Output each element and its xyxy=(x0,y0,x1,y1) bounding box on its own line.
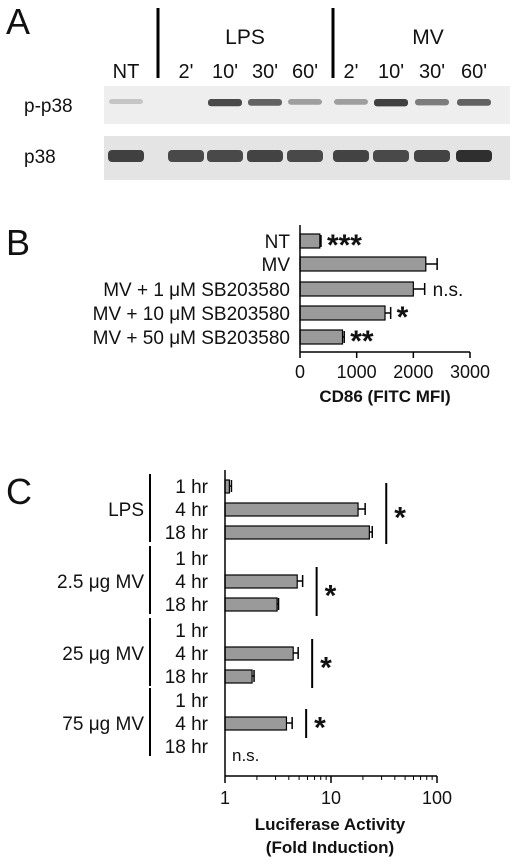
c-tick-label-2: 100 xyxy=(422,788,452,808)
p-p38-band-7 xyxy=(415,99,449,106)
c-significance-3: * xyxy=(314,712,326,745)
b-category-label-1: MV xyxy=(262,255,291,276)
western-blot-panel: LPS MV p-p38 p38 NT 2' 10' 30' 60' 2' 10' 30' 60… xyxy=(24,8,510,180)
lane-label-0: NT xyxy=(113,61,140,83)
b-tick-label-2: 2000 xyxy=(393,362,433,382)
group-label-lps: LPS xyxy=(225,26,265,49)
b-category-label-3: MV + 10 μM SB203580 xyxy=(93,304,290,325)
p-p38-band-6 xyxy=(374,99,408,107)
p38-band-5 xyxy=(333,150,369,162)
b-significance-3: * xyxy=(397,301,409,334)
lane-label-1: 2' xyxy=(179,61,194,83)
c-bar-3-1 xyxy=(224,716,288,731)
p38-band-8 xyxy=(456,150,492,162)
b-bar-4 xyxy=(299,329,344,345)
b-bar-0 xyxy=(299,233,321,249)
c-significance-0: * xyxy=(394,502,406,535)
p-p38-band-2 xyxy=(208,99,242,107)
b-category-label-2: MV + 1 μM SB203580 xyxy=(103,280,290,301)
p38-band-1 xyxy=(168,150,204,162)
c-row-label-0-2: 18 hr xyxy=(165,523,209,544)
panel-letter-c: C xyxy=(6,471,32,512)
c-row-label-3-0: 1 hr xyxy=(175,691,208,712)
c-significance-2: * xyxy=(320,652,332,685)
lane-label-8: 60' xyxy=(461,61,487,83)
p-p38-band-8 xyxy=(457,99,491,106)
lane-label-7: 30' xyxy=(419,61,445,83)
c-row-label-1-2: 18 hr xyxy=(165,595,209,616)
c-group-label-3: 75 μg MV xyxy=(62,714,144,735)
c-row-label-2-2: 18 hr xyxy=(165,667,209,688)
b-category-label-4: MV + 50 μM SB203580 xyxy=(93,328,290,349)
c-row-label-3-1: 4 hr xyxy=(175,714,208,735)
c-row-label-0-1: 4 hr xyxy=(175,500,208,521)
b-significance-4: ** xyxy=(350,325,374,358)
lane-label-2: 10' xyxy=(212,61,238,83)
b-bar-3 xyxy=(299,305,386,321)
p-p38-band-0 xyxy=(109,99,143,105)
p-p38-band-4 xyxy=(288,99,322,105)
p38-band-3 xyxy=(247,150,283,162)
b-x-axis-title: CD86 (FITC MFI) xyxy=(319,387,450,406)
c-bar-1-1 xyxy=(224,574,298,589)
b-significance-0: *** xyxy=(327,229,362,262)
b-tick-label-0: 0 xyxy=(295,362,305,382)
c-x-axis-title: Luciferase Activity xyxy=(255,815,406,834)
p38-band-0 xyxy=(108,150,144,162)
blot-row-label-p-p38: p-p38 xyxy=(24,96,73,117)
lane-label-5: 2' xyxy=(344,61,359,83)
c-bar-2-2 xyxy=(224,669,253,684)
b-bar-2 xyxy=(299,281,414,297)
lane-label-6: 10' xyxy=(378,61,404,83)
c-row-label-2-0: 1 hr xyxy=(175,621,208,642)
p38-band-4 xyxy=(287,150,323,162)
b-significance-2: n.s. xyxy=(433,280,464,301)
c-tick-label-0: 1 xyxy=(220,788,230,808)
blot-row-label-p38: p38 xyxy=(24,147,56,168)
c-significance-1: * xyxy=(325,580,337,613)
c-bar-1-2 xyxy=(224,597,278,612)
c-group-label-1: 2.5 μg MV xyxy=(57,572,144,593)
c-bar-0-2 xyxy=(224,525,370,540)
c-row-label-2-1: 4 hr xyxy=(175,644,208,665)
b-bar-1 xyxy=(299,256,427,272)
p38-band-7 xyxy=(414,150,450,162)
panel-letter-a: A xyxy=(6,1,30,42)
c-group-label-0: LPS xyxy=(108,500,144,521)
p-p38-band-5 xyxy=(334,99,368,105)
lane-label-4: 60' xyxy=(292,61,318,83)
c-row-label-0-0: 1 hr xyxy=(175,477,208,498)
c-x-axis-title-line2: (Fold Induction) xyxy=(266,838,394,857)
c-row-label-1-1: 4 hr xyxy=(175,572,208,593)
c-ns-label: n.s. xyxy=(232,746,259,765)
lane-label-3: 30' xyxy=(252,61,278,83)
p38-band-6 xyxy=(373,150,409,162)
c-row-label-3-2: 18 hr xyxy=(165,737,209,758)
c-bar-2-1 xyxy=(224,646,294,661)
b-category-label-0: NT xyxy=(265,232,291,253)
b-tick-label-1: 1000 xyxy=(337,362,377,382)
p38-band-2 xyxy=(207,150,243,162)
c-group-label-2: 25 μg MV xyxy=(62,644,144,665)
c-row-label-1-0: 1 hr xyxy=(175,549,208,570)
panel-letter-b: B xyxy=(6,222,30,263)
p-p38-blot-strip xyxy=(104,86,510,124)
b-tick-label-3: 3000 xyxy=(450,362,490,382)
c-tick-label-1: 10 xyxy=(321,788,341,808)
p-p38-band-3 xyxy=(248,99,282,106)
group-label-mv: MV xyxy=(412,26,444,49)
c-bar-0-1 xyxy=(224,502,359,517)
